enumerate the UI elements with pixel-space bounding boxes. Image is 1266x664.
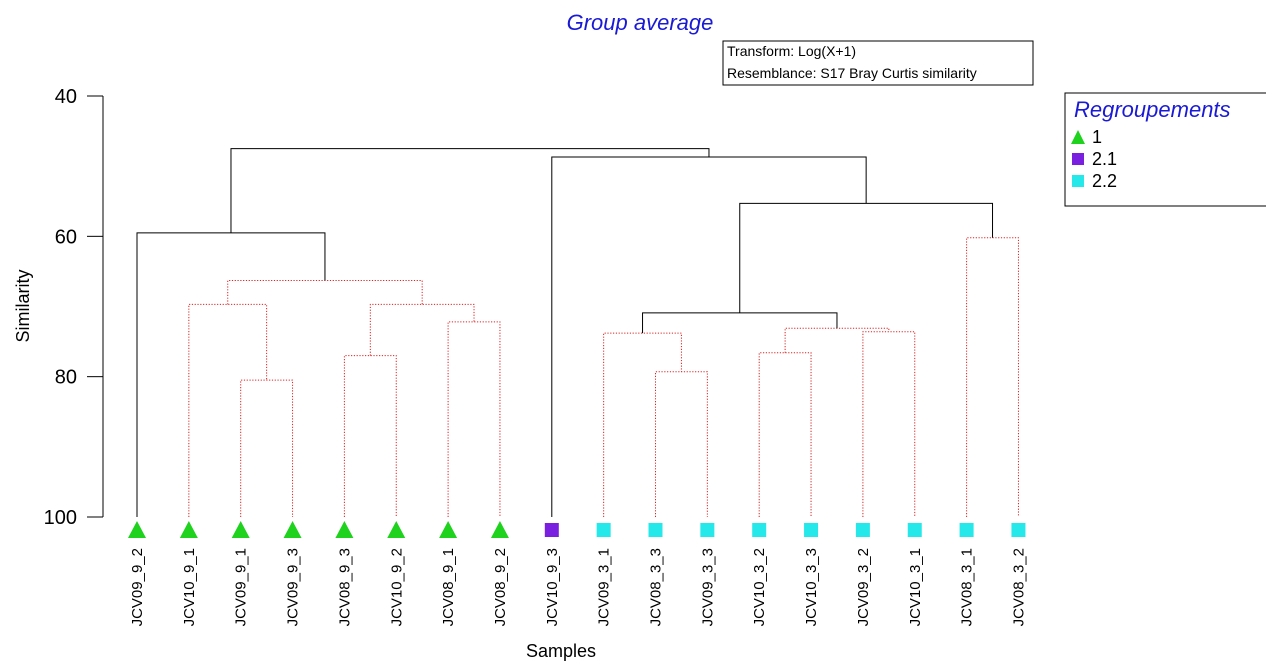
sample-label: JCV10_9_2 bbox=[388, 548, 405, 626]
legend-marker-square bbox=[1072, 175, 1084, 187]
sample-label: JCV08_9_1 bbox=[440, 548, 457, 626]
sample-label: JCV08_3_1 bbox=[959, 548, 976, 626]
legend-label: 2.2 bbox=[1092, 171, 1117, 191]
dendrogram-branch bbox=[862, 331, 916, 517]
dendrogram-branch bbox=[739, 202, 994, 313]
sample-marker-triangle bbox=[128, 521, 146, 538]
sample-marker-square bbox=[959, 523, 974, 537]
dendrogram-branch bbox=[188, 303, 268, 517]
legend-label: 2.1 bbox=[1092, 149, 1117, 169]
dendrogram-branch bbox=[369, 303, 475, 356]
sample-label: JCV09_9_2 bbox=[129, 548, 146, 626]
legend-marker-triangle bbox=[1071, 130, 1085, 144]
sample-marker-square bbox=[648, 523, 663, 537]
sample-marker-square bbox=[700, 523, 715, 537]
legend-title: Regroupements bbox=[1074, 97, 1231, 122]
annotation-resemblance: Resemblance: S17 Bray Curtis similarity bbox=[727, 65, 977, 81]
dendrogram-branch bbox=[642, 312, 838, 334]
y-tick-label: 60 bbox=[55, 226, 77, 248]
sample-marker-triangle bbox=[387, 521, 406, 538]
chart-title: Group average bbox=[567, 10, 714, 35]
sample-marker-square bbox=[596, 523, 611, 537]
sample-marker-square bbox=[544, 523, 559, 537]
sample-label: JCV09_3_2 bbox=[855, 548, 872, 626]
annotation-frame bbox=[722, 40, 1034, 86]
sample-marker-square bbox=[855, 523, 870, 537]
dendrogram-branch bbox=[551, 156, 867, 517]
sample-marker-triangle bbox=[283, 521, 302, 538]
dendrogram-branch bbox=[230, 148, 710, 233]
sample-marker-triangle bbox=[231, 521, 250, 538]
y-tick-label: 40 bbox=[55, 86, 77, 108]
y-tick-label: 80 bbox=[55, 367, 77, 389]
x-axis-title: Samples bbox=[526, 641, 596, 661]
sample-label: JCV09_3_3 bbox=[699, 548, 716, 626]
dendrogram-branch bbox=[227, 280, 423, 305]
legend-label: 1 bbox=[1092, 127, 1102, 147]
sample-marker-square bbox=[907, 523, 922, 537]
sample-label: JCV09_9_1 bbox=[233, 548, 250, 626]
sample-marker-triangle bbox=[179, 521, 198, 538]
sample-label: JCV08_9_2 bbox=[492, 548, 509, 626]
sample-label: JCV08_3_3 bbox=[648, 548, 665, 626]
dendrogram-branch bbox=[966, 237, 1019, 517]
dendrogram-branch bbox=[447, 321, 501, 517]
dendrogram-branch bbox=[655, 371, 708, 517]
sample-label: JCV10_9_1 bbox=[181, 548, 198, 626]
sample-label: JCV10_3_2 bbox=[751, 548, 768, 626]
sample-marker-square bbox=[1011, 523, 1026, 537]
annotation-box: Transform: Log(X+1) Resemblance: S17 Bra… bbox=[722, 40, 1034, 86]
y-axis-title: Similarity bbox=[13, 269, 33, 342]
sample-marker-triangle bbox=[335, 521, 354, 538]
sample-markers bbox=[128, 521, 1026, 538]
dendrogram-branches bbox=[136, 148, 1019, 517]
dendrogram-branch bbox=[603, 332, 682, 517]
dendrogram-branch bbox=[240, 379, 294, 517]
legend-frame bbox=[1064, 92, 1266, 207]
sample-label: JCV10_3_3 bbox=[803, 548, 820, 626]
sample-labels: JCV09_9_2 JCV10_9_1 JCV09_9_1 JCV09_9_3 JCV0… bbox=[129, 548, 1027, 626]
y-axis-ticks: 40 60 80 100 bbox=[44, 86, 103, 529]
annotation-transform: Transform: Log(X+1) bbox=[727, 43, 856, 59]
legend: Regroupements 12.12.2 bbox=[1064, 92, 1266, 207]
sample-label: JCV08_3_2 bbox=[1010, 548, 1027, 626]
sample-marker-square bbox=[752, 523, 767, 537]
legend-entries: 12.12.2 bbox=[1071, 127, 1117, 191]
y-tick-label: 100 bbox=[44, 507, 77, 529]
dendrogram-branch bbox=[136, 232, 326, 517]
sample-marker-triangle bbox=[490, 521, 509, 538]
dendrogram-branch bbox=[784, 327, 890, 353]
sample-label: JCV08_9_3 bbox=[336, 548, 353, 626]
sample-label: JCV09_3_1 bbox=[596, 548, 613, 626]
sample-label: JCV10_9_3 bbox=[544, 548, 561, 626]
legend-marker-square bbox=[1072, 153, 1084, 165]
sample-marker-triangle bbox=[439, 521, 458, 538]
dendrogram-branch bbox=[343, 355, 397, 517]
sample-label: JCV09_9_3 bbox=[285, 548, 302, 626]
sample-label: JCV10_3_1 bbox=[907, 548, 924, 626]
sample-marker-square bbox=[804, 523, 819, 537]
y-axis: 40 60 80 100 Similarity bbox=[13, 86, 104, 529]
dendrogram-branch bbox=[758, 352, 812, 517]
